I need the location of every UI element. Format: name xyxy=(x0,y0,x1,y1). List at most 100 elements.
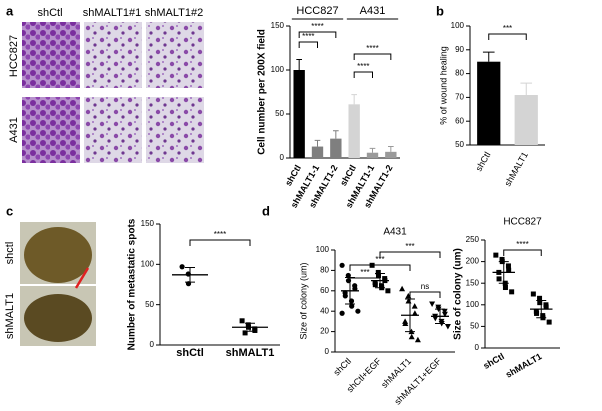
y-tick-label: 70 xyxy=(455,93,464,102)
y-axis-label: Number of metastatic spots xyxy=(127,218,138,350)
significance-bracket xyxy=(189,239,251,246)
photo-label: shctl xyxy=(4,242,16,265)
bar xyxy=(330,138,342,158)
significance-bracket xyxy=(379,251,441,258)
photo xyxy=(22,22,80,88)
point xyxy=(530,291,536,297)
point xyxy=(496,276,502,282)
significance-label: **** xyxy=(302,32,314,41)
photo-label: shCtl xyxy=(37,7,62,19)
significance-label: **** xyxy=(311,22,323,31)
y-tick-label: 100 xyxy=(271,65,285,74)
significance-label: **** xyxy=(214,230,226,239)
point xyxy=(242,330,248,336)
point xyxy=(349,303,355,309)
point xyxy=(441,308,448,315)
y-tick-label: 80 xyxy=(455,69,464,78)
panel-label: a xyxy=(6,3,14,18)
y-tick-label: 0 xyxy=(280,153,285,162)
y-tick-label: 100 xyxy=(316,245,330,254)
point xyxy=(252,327,258,333)
error-bar xyxy=(332,130,339,139)
point xyxy=(429,301,436,308)
bar xyxy=(366,152,379,158)
point xyxy=(505,263,511,269)
error-bar xyxy=(314,139,321,147)
photo xyxy=(84,97,142,163)
x-tick-label: shMALT1 xyxy=(504,351,544,380)
y-tick-label: 20 xyxy=(320,327,329,336)
error-bar xyxy=(387,146,394,152)
error-bar xyxy=(482,51,495,62)
x-tick-label: shCtl xyxy=(474,150,493,173)
photo xyxy=(22,97,80,163)
group-label: HCC827 xyxy=(296,5,338,17)
point xyxy=(376,273,381,278)
significance-label: *** xyxy=(375,255,384,264)
point xyxy=(352,286,358,292)
error-bar xyxy=(435,308,445,324)
point xyxy=(345,272,351,279)
point xyxy=(537,295,543,301)
panel-label: d xyxy=(262,203,270,218)
y-tick-label: 200 xyxy=(466,257,480,266)
significance-label: *** xyxy=(405,242,414,251)
y-tick-label: 150 xyxy=(141,219,155,228)
point xyxy=(441,311,448,318)
y-tick-label: 250 xyxy=(466,235,480,244)
panel-label: c xyxy=(6,203,13,218)
point xyxy=(493,252,499,258)
y-tick-label: 40 xyxy=(320,306,329,315)
significance-bracket xyxy=(349,264,411,271)
point xyxy=(342,293,348,299)
significance-label: *** xyxy=(503,24,512,33)
point xyxy=(339,262,345,268)
group-label: A431 xyxy=(360,5,386,17)
y-tick-label: 100 xyxy=(141,259,155,268)
point xyxy=(414,336,421,343)
point xyxy=(372,282,378,288)
y-tick-label: 80 xyxy=(320,266,329,275)
error-bar xyxy=(245,322,255,332)
point xyxy=(408,333,415,340)
point xyxy=(179,264,185,270)
significance-label: ns xyxy=(421,282,429,291)
bar xyxy=(311,146,324,158)
photo-label: shMALT1#2 xyxy=(145,7,204,19)
photo-label: HCC827 xyxy=(8,35,20,77)
bar xyxy=(477,61,501,146)
point xyxy=(537,300,543,306)
point xyxy=(375,269,381,275)
photo xyxy=(24,294,92,342)
error-bar xyxy=(185,267,195,283)
x-tick-label: shCtl xyxy=(332,356,354,378)
point xyxy=(502,285,508,291)
photo xyxy=(146,97,204,163)
significance-bracket xyxy=(349,277,381,284)
point xyxy=(546,319,552,325)
significance-bracket xyxy=(353,71,373,78)
y-tick-label: 50 xyxy=(455,140,464,149)
point xyxy=(506,267,512,273)
point xyxy=(399,285,406,292)
y-tick-label: 60 xyxy=(320,286,329,295)
point xyxy=(411,303,418,309)
point xyxy=(339,310,345,316)
y-tick-label: 150 xyxy=(466,278,480,287)
photo-label: shMALT1 xyxy=(4,293,16,339)
point xyxy=(239,318,245,324)
point xyxy=(509,289,515,295)
point xyxy=(432,315,439,322)
error-bar xyxy=(351,94,358,105)
y-tick-label: 0 xyxy=(150,340,155,349)
error-bar xyxy=(296,58,303,70)
bar xyxy=(514,95,538,145)
error-bar xyxy=(536,299,547,319)
y-tick-label: 50 xyxy=(145,300,154,309)
photo xyxy=(24,227,92,283)
bar xyxy=(348,104,360,158)
bar xyxy=(385,151,397,158)
y-tick-label: 150 xyxy=(271,21,285,30)
error-bar xyxy=(369,147,376,153)
